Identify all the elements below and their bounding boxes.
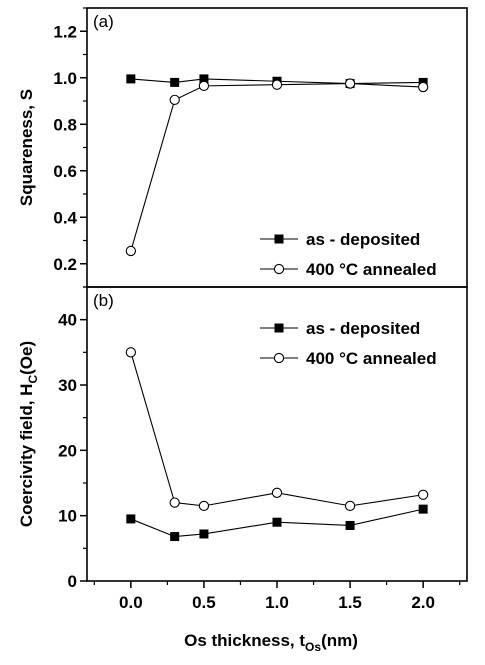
data-point-circle — [198, 80, 210, 92]
data-point-square — [199, 529, 209, 539]
data-point-square — [345, 520, 355, 530]
y-tick-label: 0.8 — [53, 115, 77, 134]
y-tick-label: 1.0 — [53, 69, 77, 88]
legend-label: 400 °C annealed — [306, 260, 437, 279]
data-point-circle — [271, 487, 283, 498]
y-tick-label: 20 — [58, 441, 77, 460]
data-point-circle — [271, 79, 283, 90]
y-tick-label: 0 — [68, 572, 77, 591]
series-line-as-deposited — [130, 508, 424, 538]
y-axis-title-squareness: Squareness, S — [17, 89, 36, 206]
data-point-circle — [125, 245, 136, 257]
data-point-square — [199, 74, 209, 84]
legend-label: as - deposited — [306, 319, 420, 338]
y-tick-label: 0.2 — [53, 255, 77, 274]
legend-marker-circle — [273, 352, 285, 364]
panel-label: (b) — [93, 291, 114, 310]
shared-x-axis: 0.0 0.5 1.0 1.5 2.0 Os thickness, tOs(nm) — [93, 581, 461, 654]
legend-marker-circle — [273, 263, 285, 275]
data-point-square — [126, 514, 136, 524]
legend-label: 400 °C annealed — [306, 349, 437, 368]
x-tick-label: 2.0 — [411, 593, 435, 612]
data-point-circle — [198, 500, 210, 512]
y-axis-title-subscript: C — [26, 375, 40, 384]
y-tick-label: 30 — [58, 376, 77, 395]
y-tick-label: 0.6 — [53, 162, 77, 181]
y-tick-label: 40 — [58, 311, 77, 330]
data-point-square — [126, 74, 136, 84]
x-tick-label: 1.5 — [338, 593, 362, 612]
legend-label: as - deposited — [306, 230, 420, 249]
y-axis-title-coercivity: Coercivity field, HC(Oe) — [17, 341, 40, 527]
data-point-square — [170, 532, 180, 542]
data-point-square — [418, 504, 428, 514]
data-point-square — [272, 517, 282, 527]
y-tick-label: 0.4 — [53, 208, 77, 227]
series-line-as-deposited — [130, 78, 424, 85]
panel-b-coercivity-chart: (b) 0 10 20 30 40 as - deposited 400 °C anneale… — [17, 286, 468, 591]
y-axis-title-main: Coercivity field, H — [17, 384, 36, 528]
x-axis-title-main: Os thickness, t — [184, 631, 305, 650]
data-point-circle — [418, 81, 429, 93]
legend-marker-square — [274, 323, 284, 333]
y-tick-label: 10 — [58, 507, 77, 526]
y-tick-label: 1.2 — [53, 22, 77, 41]
data-point-circle — [344, 500, 356, 512]
x-tick-label: 0.5 — [192, 593, 216, 612]
x-axis-title: Os thickness, tOs(nm) — [184, 631, 358, 654]
data-point-square — [170, 77, 180, 87]
series-line-annealed — [130, 83, 424, 252]
x-axis-title-unit: (nm) — [321, 631, 358, 650]
data-point-circle — [344, 78, 356, 89]
panel-a-squareness-chart: (a) 0.2 0.4 0.6 0.8 1.0 1.2 as - deposited 400 °… — [17, 7, 468, 288]
data-point-circle — [169, 497, 180, 508]
data-point-circle — [169, 94, 180, 105]
series-line-annealed — [130, 352, 424, 507]
legend-marker-square — [274, 234, 284, 244]
data-point-circle — [418, 489, 429, 500]
panel-label: (a) — [93, 12, 114, 31]
x-tick-label: 0.0 — [119, 593, 143, 612]
y-axis-title-unit: (Oe) — [17, 341, 36, 375]
x-axis-title-subscript: Os — [305, 640, 321, 654]
data-point-circle — [125, 347, 136, 358]
x-tick-label: 1.0 — [265, 593, 289, 612]
